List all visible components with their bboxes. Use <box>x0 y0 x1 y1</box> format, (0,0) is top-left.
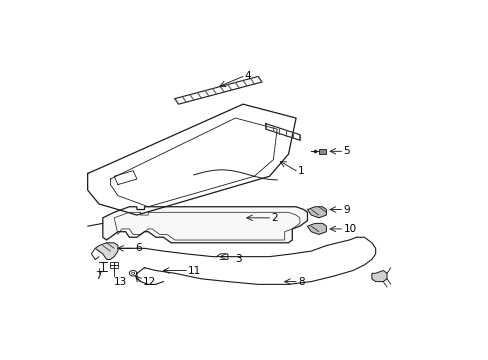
Polygon shape <box>371 270 386 282</box>
Polygon shape <box>95 243 118 260</box>
Text: 9: 9 <box>343 204 349 215</box>
Text: 7: 7 <box>95 271 102 281</box>
Text: 6: 6 <box>135 243 142 253</box>
Text: 10: 10 <box>343 224 356 234</box>
Text: 8: 8 <box>297 276 304 287</box>
Polygon shape <box>102 207 307 243</box>
Text: 3: 3 <box>235 255 242 264</box>
Text: 12: 12 <box>142 276 156 287</box>
Text: 1: 1 <box>297 166 304 176</box>
Text: 11: 11 <box>188 266 201 275</box>
Polygon shape <box>318 149 326 154</box>
Text: 5: 5 <box>343 146 349 156</box>
Polygon shape <box>307 223 326 234</box>
Text: 2: 2 <box>271 213 278 223</box>
Polygon shape <box>307 207 326 218</box>
Text: 13: 13 <box>114 276 127 287</box>
Text: 4: 4 <box>244 72 251 81</box>
